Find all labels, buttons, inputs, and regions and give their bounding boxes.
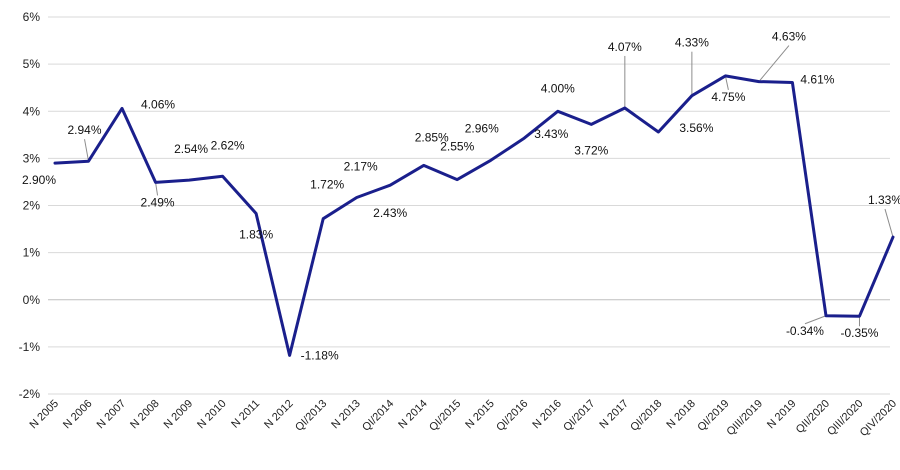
y-tick-label: 0%	[23, 293, 41, 307]
leader-line	[84, 139, 90, 162]
y-tick-label: 2%	[23, 199, 41, 213]
x-tick-label: N 2010	[195, 398, 229, 432]
data-label: 2.49%	[141, 195, 175, 209]
data-label: 1.72%	[310, 178, 344, 192]
x-tick-label: QI/2017	[561, 398, 597, 434]
leader-line	[884, 208, 894, 238]
data-label: 4.07%	[608, 40, 642, 54]
data-label: 3.43%	[534, 127, 568, 141]
x-tick-label: QIII/2019	[725, 398, 765, 438]
data-label-leader-lines	[84, 45, 894, 327]
y-tick-label: 5%	[23, 57, 41, 71]
data-label: 2.85%	[415, 130, 449, 144]
x-tick-label: QI/2018	[628, 398, 664, 434]
x-tick-label: QI/2015	[427, 398, 463, 434]
x-tick-label: QI/2014	[360, 398, 396, 434]
data-label: 2.94%	[68, 123, 102, 137]
x-tick-label: N 2005	[28, 398, 62, 432]
x-tick-label: N 2011	[229, 398, 262, 431]
x-tick-label: N 2009	[162, 398, 196, 432]
series-line	[53, 74, 895, 357]
x-tick-label: QI/2013	[293, 398, 329, 434]
leader-line	[724, 75, 729, 91]
x-axis-tick-labels: N 2005 N 2006 N 2007 N 2008 N 2009 N 2010 N 20…	[28, 398, 900, 439]
data-label: 4.61%	[800, 73, 834, 87]
x-tick-label: QI/2016	[494, 398, 530, 434]
x-tick-label: N 2017	[597, 398, 631, 432]
y-tick-label: -2%	[19, 387, 41, 401]
data-label: 2.55%	[440, 140, 474, 154]
data-label: 3.72%	[574, 143, 608, 157]
x-tick-label: N 2016	[530, 398, 564, 432]
data-label: 2.90%	[22, 173, 56, 187]
x-tick-label: N 2007	[95, 398, 129, 432]
x-tick-label: N 2014	[396, 398, 430, 432]
data-labels: 2.90% 2.94% 4.06% 2.49% 2.54% 2.62% 1.83% -1.18…	[22, 30, 900, 363]
x-tick-label: N 2019	[765, 398, 799, 432]
gridlines	[48, 16, 890, 395]
y-tick-label: -1%	[19, 340, 41, 354]
data-label: 4.33%	[675, 36, 709, 50]
y-tick-label: 6%	[23, 10, 41, 24]
leader-line	[758, 45, 790, 82]
y-tick-label: 4%	[23, 104, 41, 118]
leader-line	[155, 182, 159, 196]
data-label: 4.75%	[711, 90, 745, 104]
x-tick-label: N 2008	[128, 398, 162, 432]
data-label: 4.63%	[772, 30, 806, 44]
data-label: 1.83%	[239, 228, 273, 242]
y-tick-label: 1%	[23, 246, 41, 260]
data-label: -1.18%	[301, 348, 339, 362]
x-tick-label: N 2012	[262, 398, 296, 432]
x-tick-label: N 2013	[329, 398, 363, 432]
data-label: 2.54%	[174, 142, 208, 156]
data-label: -0.34%	[786, 324, 824, 338]
data-label: 3.56%	[679, 121, 713, 135]
x-tick-label: N 2006	[61, 398, 95, 432]
y-axis-tick-labels: -2% -1% 0% 1% 2% 3% 4% 5% 6%	[19, 10, 41, 401]
y-tick-label: 3%	[23, 151, 41, 165]
data-label: -0.35%	[840, 326, 878, 340]
data-label: 2.43%	[373, 206, 407, 220]
data-label: 4.00%	[541, 81, 575, 95]
data-label: 2.96%	[465, 121, 499, 135]
data-label: 2.17%	[344, 159, 378, 173]
data-label: 4.06%	[141, 97, 175, 111]
x-tick-label: N 2015	[463, 398, 497, 432]
x-tick-label: QIV/2020	[858, 398, 899, 439]
data-label: 1.33%	[868, 193, 900, 207]
leader-line	[804, 315, 827, 325]
data-label: 2.62%	[211, 138, 245, 152]
x-tick-label: N 2018	[664, 398, 698, 432]
